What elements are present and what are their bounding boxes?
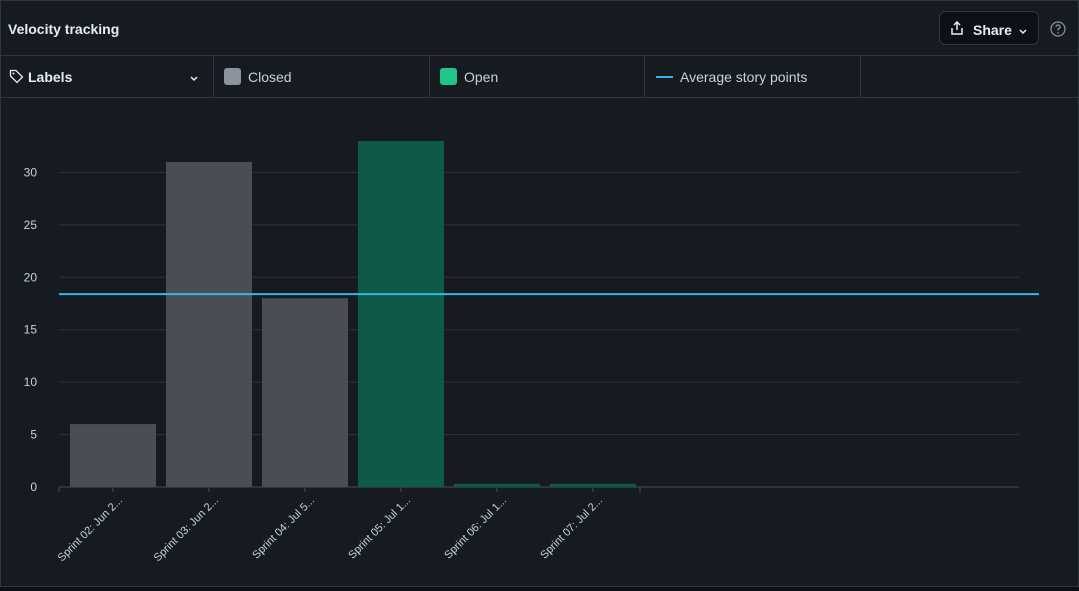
y-tick-label: 30 xyxy=(24,165,38,179)
y-tick-label: 20 xyxy=(24,270,38,284)
chevron-down-icon xyxy=(1018,24,1028,42)
chevron-down-icon xyxy=(189,71,199,89)
legend-item-average[interactable]: Average story points xyxy=(645,56,861,97)
share-icon xyxy=(950,20,964,40)
help-icon[interactable] xyxy=(1050,21,1066,42)
tag-icon xyxy=(9,69,24,89)
legend-item-open[interactable]: Open xyxy=(430,56,645,97)
y-tick-label: 10 xyxy=(24,375,38,389)
bar xyxy=(166,161,252,487)
x-tick-label: Sprint 03: Jun 2... xyxy=(152,495,221,564)
velocity-chart: 0 5 10 15 20 25 30 Sprint 02: Jun 2... Sprint 03… xyxy=(24,140,1039,564)
legend-bar: Labels Closed Open Average story points xyxy=(1,56,1078,98)
legend-label-average: Average story points xyxy=(680,69,808,85)
y-tick-label: 5 xyxy=(30,428,37,442)
legend-label-open: Open xyxy=(464,69,499,85)
chart-area: 0 5 10 15 20 25 30 Sprint 02: Jun 2... Sprint 03… xyxy=(1,98,1078,586)
x-tick-label: Sprint 02: Jun 2... xyxy=(56,495,125,564)
x-tick-label: Sprint 06: Jul 1... xyxy=(442,495,509,562)
y-tick-label: 0 xyxy=(30,480,37,494)
bar xyxy=(454,483,540,487)
legend-item-closed[interactable]: Closed xyxy=(214,56,430,97)
closed-swatch xyxy=(224,68,241,85)
labels-dropdown[interactable]: Labels xyxy=(1,56,214,97)
legend-label-closed: Closed xyxy=(248,69,292,85)
bar xyxy=(70,424,156,487)
y-tick-label: 15 xyxy=(24,323,38,337)
bar xyxy=(550,483,636,487)
panel-header: Velocity tracking Share xyxy=(1,1,1078,56)
x-tick-label: Sprint 05: Jul 1... xyxy=(346,495,413,562)
average-swatch xyxy=(656,76,673,78)
share-label: Share xyxy=(973,22,1012,38)
open-swatch xyxy=(440,68,457,85)
bar xyxy=(358,140,444,487)
share-button[interactable]: Share xyxy=(939,11,1039,45)
y-tick-label: 25 xyxy=(24,218,38,232)
labels-dropdown-label: Labels xyxy=(28,69,73,85)
x-tick-label: Sprint 04: Jul 5... xyxy=(250,495,317,562)
x-tick-label: Sprint 07: Jul 2... xyxy=(538,495,605,562)
bar xyxy=(262,298,348,487)
panel-title: Velocity tracking xyxy=(8,21,120,37)
